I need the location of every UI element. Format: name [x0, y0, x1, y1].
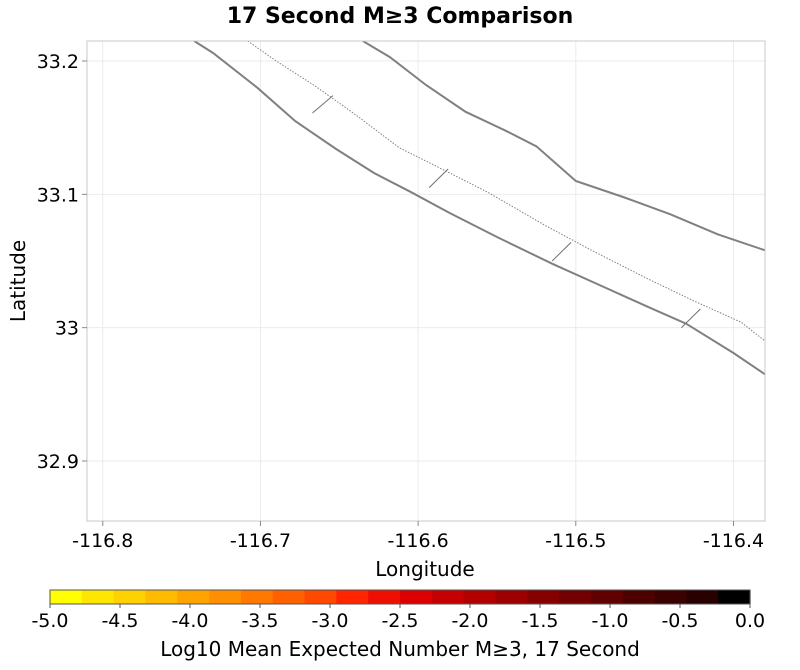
colorbar-tick-label: -4.0 [171, 610, 208, 632]
colorbar-swatch [622, 590, 656, 604]
y-tick-label: 33 [55, 318, 79, 340]
colorbar-tick-label: -2.0 [451, 610, 488, 632]
y-tick-label: 33.1 [37, 184, 79, 206]
x-tick-label: -116.8 [72, 530, 133, 552]
fault-trace-1 [193, 41, 765, 376]
x-axis-label: Longitude [375, 557, 474, 581]
colorbar: -5.0 -4.5 -4.0 -3.5 -3.0 -2.5 -2.0 -1.5 -1.0 -0.5… [31, 589, 765, 632]
colorbar-swatch [400, 590, 433, 604]
colorbar-swatch [177, 590, 210, 604]
colorbar-tick-label: -3.5 [241, 610, 278, 632]
fault-trace-dotted [247, 41, 765, 342]
fault-segment-divider [428, 168, 449, 189]
colorbar-swatch [718, 590, 751, 604]
colorbar-swatch [495, 590, 528, 604]
fault-trace-2 [362, 41, 765, 252]
colorbar-swatch [113, 590, 147, 604]
colorbar-swatch [368, 590, 401, 604]
colorbar-tick-label: -4.5 [101, 610, 138, 632]
colorbar-swatch [304, 590, 337, 604]
x-tick-label: -116.4 [703, 530, 764, 552]
y-tick-label: 33.2 [37, 51, 79, 73]
chart-title: 17 Second M≥3 Comparison [227, 4, 574, 29]
colorbar-tick-label: -0.5 [661, 610, 698, 632]
fault-segment-divider [551, 241, 572, 262]
map-plot-area [193, 41, 765, 376]
x-tick-label: -116.7 [230, 530, 291, 552]
colorbar-swatch [654, 590, 687, 604]
colorbar-swatch [590, 590, 624, 604]
colorbar-swatch [145, 590, 178, 604]
axes: -116.8 -116.7 -116.6 -116.5 -116.4 32.9 33 33.1… [37, 51, 764, 552]
colorbar-swatch [527, 590, 560, 604]
colorbar-tick-label: -2.5 [381, 610, 418, 632]
grid-lines [87, 41, 765, 521]
colorbar-tick-label: -1.5 [521, 610, 558, 632]
fault-segment-divider [681, 308, 701, 329]
x-tick-label: -116.6 [387, 530, 448, 552]
x-tick-label: -116.5 [545, 530, 606, 552]
fault-traces [193, 41, 765, 376]
colorbar-swatch [336, 590, 369, 604]
colorbar-tick-label: -5.0 [31, 610, 68, 632]
colorbar-tick-label: -1.0 [591, 610, 628, 632]
colorbar-swatch [686, 590, 719, 604]
fault-segment-divider [312, 95, 334, 114]
y-axis-label: Latitude [6, 240, 30, 322]
colorbar-swatch [431, 590, 465, 604]
colorbar-swatch [209, 590, 242, 604]
colorbar-tick-label: -3.0 [311, 610, 348, 632]
colorbar-swatch [50, 590, 83, 604]
colorbar-label: Log10 Mean Expected Number M≥3, 17 Secon… [160, 637, 640, 661]
colorbar-swatch [240, 590, 274, 604]
colorbar-swatch [463, 590, 497, 604]
plot-frame [86, 40, 766, 522]
colorbar-tick-label: 0.0 [735, 610, 765, 632]
colorbar-swatch [272, 590, 306, 604]
colorbar-swatch [81, 590, 115, 604]
y-tick-label: 32.9 [37, 451, 79, 473]
colorbar-swatch [559, 590, 592, 604]
